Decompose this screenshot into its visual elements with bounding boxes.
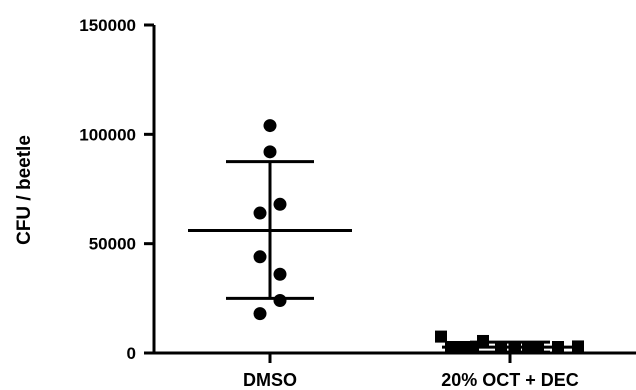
data-point <box>263 119 277 133</box>
data-point <box>495 341 507 353</box>
data-point <box>477 334 489 347</box>
data-point <box>457 341 469 353</box>
data-point <box>522 341 534 353</box>
data-points <box>253 119 584 353</box>
y-tick-label: 100000 <box>79 125 136 144</box>
data-point <box>532 341 544 353</box>
data-point <box>467 341 479 353</box>
x-axis-categories: DMSO 20% OCT + DEC <box>243 353 579 390</box>
data-point <box>253 250 267 264</box>
y-axis-label: CFU / beetle <box>14 135 35 245</box>
x-category-label: 20% OCT + DEC <box>441 370 579 390</box>
data-point <box>572 340 584 353</box>
y-tick-label: 150000 <box>79 16 136 35</box>
data-point <box>435 330 447 343</box>
data-point <box>273 197 287 211</box>
data-point <box>509 341 521 353</box>
data-point <box>253 307 267 321</box>
y-axis-ticks: 0 50000 100000 150000 <box>79 16 154 363</box>
data-point <box>253 206 267 220</box>
data-point <box>273 267 287 281</box>
y-tick-label: 50000 <box>89 235 136 254</box>
x-category-label: DMSO <box>243 370 297 390</box>
data-point <box>552 341 564 353</box>
summary-bars <box>188 160 578 354</box>
data-point <box>445 341 457 353</box>
data-point <box>263 145 277 159</box>
y-tick-label: 0 <box>127 344 136 363</box>
data-point <box>273 294 287 308</box>
